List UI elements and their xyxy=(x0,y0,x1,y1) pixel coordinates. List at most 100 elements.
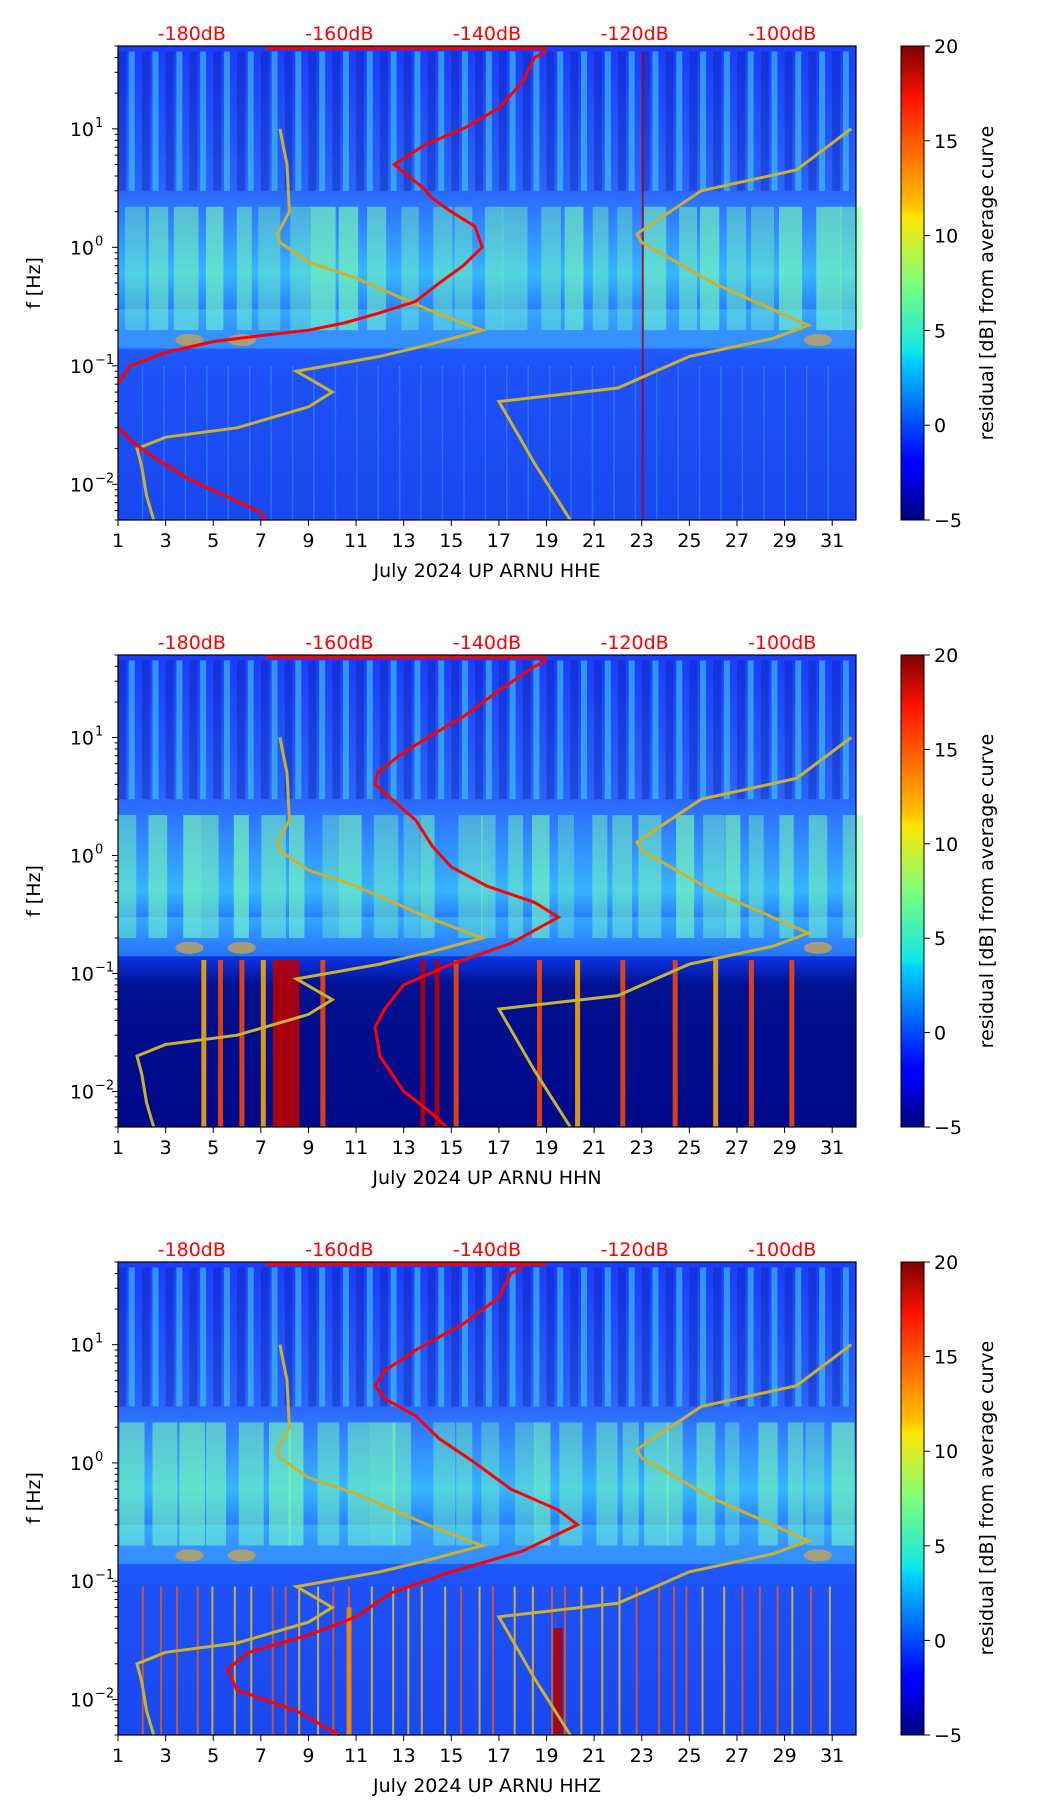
heatmap-cell xyxy=(541,206,561,331)
heatmap-cell xyxy=(260,960,266,1127)
heatmap-cell xyxy=(613,365,615,520)
heatmap-cell xyxy=(247,51,254,191)
colorbar-tick-label: 5 xyxy=(934,928,946,950)
heatmap-cell xyxy=(213,660,222,800)
x-axis-label-hhn: July 2024 UP ARNU HHN xyxy=(371,1167,601,1189)
heatmap-cell xyxy=(173,206,199,331)
x-tick-label: 1 xyxy=(112,1745,124,1767)
db-scale-label: -160dB xyxy=(305,1239,373,1261)
psd-curve-hhz xyxy=(225,1266,581,1737)
heatmap-cell xyxy=(502,206,528,331)
heatmap-cell xyxy=(239,960,245,1127)
noise-models-hhn xyxy=(135,736,853,1128)
heatmap-cell xyxy=(832,1267,841,1407)
heatmap-cell xyxy=(189,1267,198,1407)
y-tick-exponent: −2 xyxy=(95,1078,114,1093)
heatmap-cell xyxy=(284,1267,293,1407)
heatmap-cell xyxy=(200,815,219,938)
x-tick-label: 27 xyxy=(725,530,749,552)
heatmap-cell xyxy=(313,365,315,520)
plot-frame-hhe xyxy=(117,45,857,521)
heatmap-cell xyxy=(141,660,150,800)
heatmap-cell xyxy=(319,1267,326,1407)
heatmap-cell xyxy=(196,1586,199,1735)
db-scale-label: -100dB xyxy=(748,1239,816,1261)
heatmap-cell xyxy=(163,365,165,520)
heatmap-cell xyxy=(641,1267,650,1407)
heatmap-cell xyxy=(179,1422,205,1546)
heatmap-cell xyxy=(480,815,496,938)
heatmap-cell xyxy=(533,660,540,800)
heatmap-cell xyxy=(271,51,278,191)
heatmap-cell xyxy=(575,960,581,1127)
x-tick-labels-hhz: 1 3 5 7 9 11 13 15 17 19 21 23 25 27 29 31 xyxy=(112,1745,844,1767)
heatmap-cell xyxy=(641,660,650,800)
colorbar-tick-label: 10 xyxy=(934,1441,958,1463)
heatmap-cell xyxy=(223,51,230,191)
heatmap-cell xyxy=(522,660,531,800)
heatmap-cell xyxy=(570,365,572,520)
x-tick-label: 15 xyxy=(439,530,463,552)
heatmap-cell xyxy=(347,1422,372,1546)
x-tick-label: 19 xyxy=(534,1745,558,1767)
heatmap-cell xyxy=(332,1267,341,1407)
heatmap-cell xyxy=(596,1422,618,1546)
heatmap-cell xyxy=(736,1267,745,1407)
heatmap-cell xyxy=(308,1267,317,1407)
x-tick-labels-hhn: 1 3 5 7 9 11 13 15 17 19 21 23 25 27 29 31 xyxy=(112,1137,844,1159)
y-tick-exponent: 0 xyxy=(95,234,103,249)
heatmap-cell xyxy=(784,1267,793,1407)
heatmap-cell xyxy=(379,1267,388,1407)
heatmap-cell xyxy=(548,365,551,520)
heatmap-cell xyxy=(803,941,832,954)
heatmap-cell xyxy=(295,660,302,800)
heatmap-cell xyxy=(747,1267,754,1407)
heatmap-cell xyxy=(741,365,744,520)
heatmap-cell xyxy=(546,1267,555,1407)
heatmap-cell xyxy=(403,1267,412,1407)
x-tick-label: 13 xyxy=(392,1745,416,1767)
y-tick-exponent: 0 xyxy=(95,1450,103,1465)
db-scale-labels-hhz: -180dB -160dB -140dB -120dB -100dB xyxy=(158,1239,817,1261)
colorbar-tick-label: 15 xyxy=(934,739,958,761)
heatmap-cell xyxy=(189,660,198,800)
x-tick-label: 15 xyxy=(439,1137,463,1159)
heatmap-cell xyxy=(557,1267,564,1407)
heatmap-cell xyxy=(484,206,504,331)
heatmap-cell xyxy=(481,1422,500,1546)
colorbar-tick-label: 15 xyxy=(934,131,958,153)
y-tick-label: 10 xyxy=(70,356,94,378)
heatmap-cell xyxy=(270,365,272,520)
heatmap-cell xyxy=(725,815,741,938)
x-tick-label: 3 xyxy=(160,1137,172,1159)
heatmap-cell xyxy=(206,206,224,331)
db-scale-label: -160dB xyxy=(305,632,373,654)
heatmap-cell xyxy=(271,1267,278,1407)
y-tick-label: 10 xyxy=(70,1571,94,1593)
x-tick-label: 23 xyxy=(630,1745,654,1767)
psd-median-line-upper xyxy=(116,50,548,386)
heatmap-cell xyxy=(119,1422,145,1546)
heatmap-cell xyxy=(484,365,487,520)
plot-frame-hhz xyxy=(117,1261,857,1736)
heatmap-cell xyxy=(237,1267,246,1407)
psd-median-line xyxy=(225,1266,581,1737)
heatmap-cell xyxy=(689,51,698,191)
psd-median-line xyxy=(373,659,562,1129)
heatmap-cell xyxy=(604,1267,611,1407)
heatmap-cell xyxy=(726,206,747,331)
heatmap-cell xyxy=(453,960,459,1127)
y-tick-label: 10 xyxy=(70,1335,94,1357)
heatmap-cell xyxy=(789,960,795,1127)
y-tick-label: 10 xyxy=(70,727,94,749)
heatmap-cell xyxy=(427,51,436,191)
heatmap-cell xyxy=(816,206,842,331)
heatmap-cell xyxy=(165,51,174,191)
heatmap-cell xyxy=(842,815,864,938)
heatmap-cell xyxy=(652,51,659,191)
heatmap-cell xyxy=(217,960,223,1127)
heatmap-cell xyxy=(805,1422,825,1546)
heatmap-cell xyxy=(840,206,863,331)
heatmap-cell xyxy=(604,660,611,800)
heatmap-cell xyxy=(557,815,574,938)
